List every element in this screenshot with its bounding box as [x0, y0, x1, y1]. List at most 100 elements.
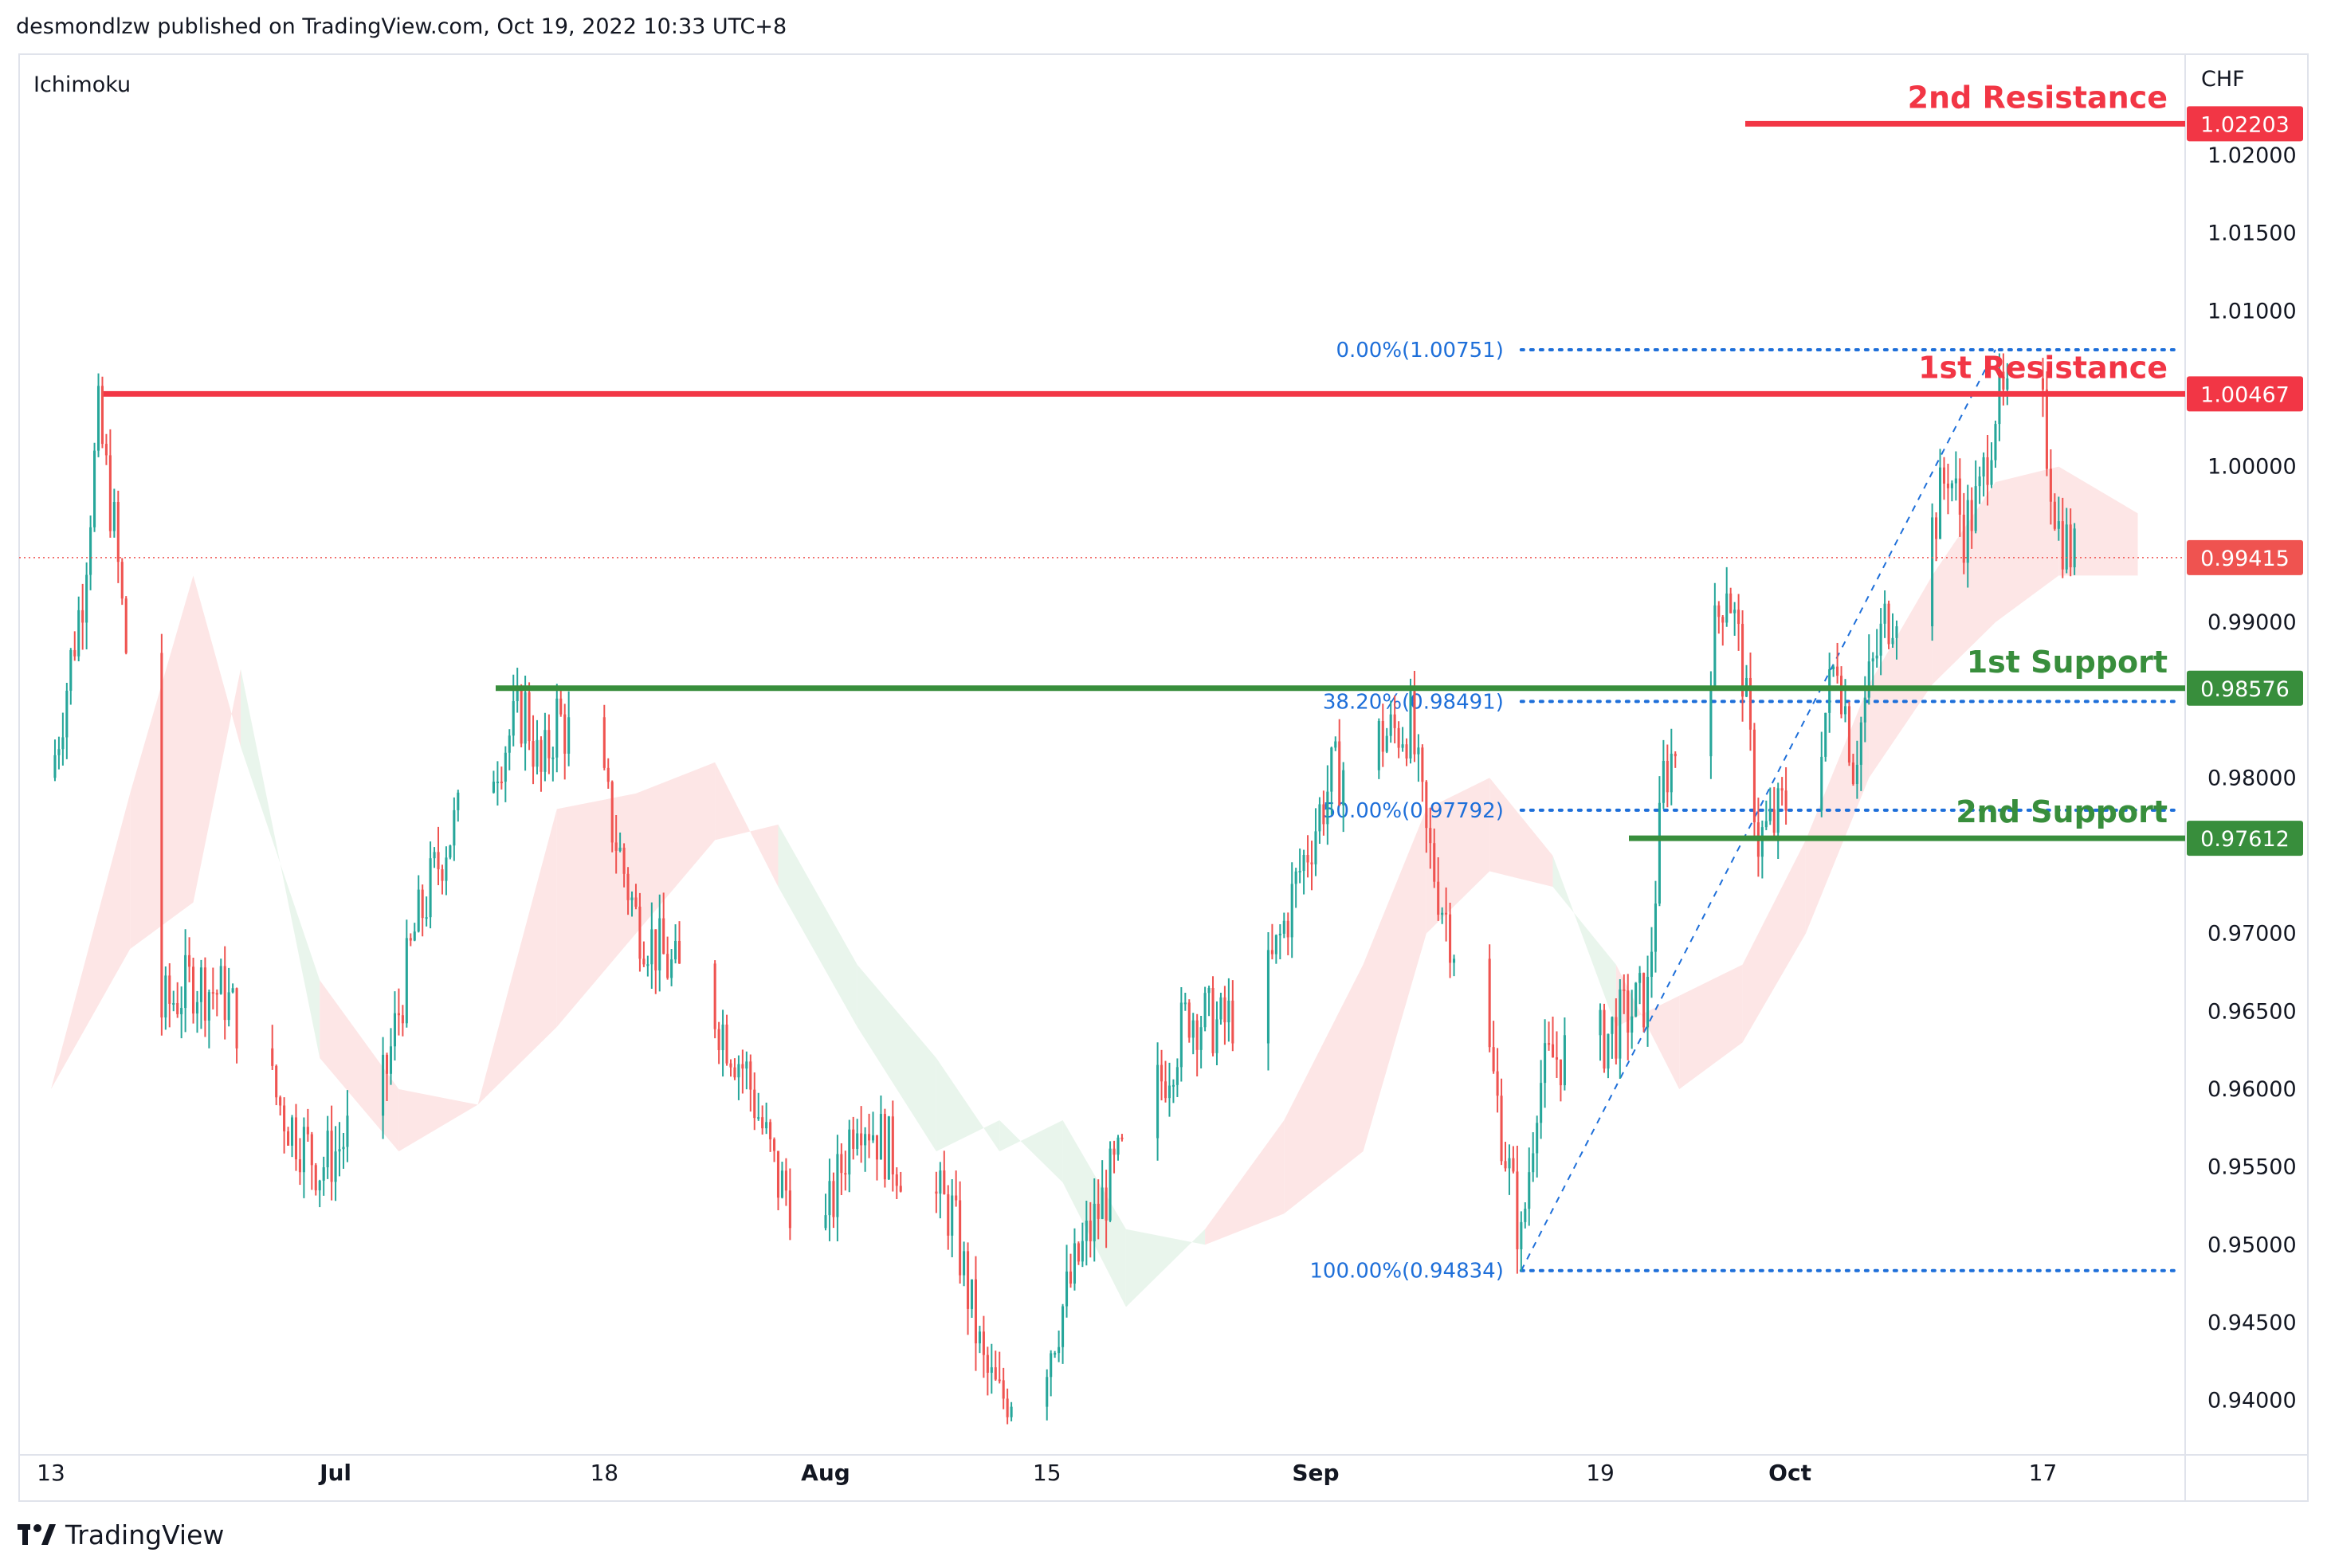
candle-body — [1748, 677, 1752, 730]
candle-body — [100, 386, 104, 445]
indicator-label: Ichimoku — [33, 73, 131, 97]
candle-body — [1658, 802, 1661, 904]
candle-body — [864, 1134, 867, 1146]
candle-body — [1623, 989, 1626, 991]
candle-body — [1950, 483, 1953, 488]
candle-body — [1097, 1203, 1100, 1219]
candle-body — [737, 1064, 740, 1078]
price-tick-label: 0.99000 — [2207, 610, 2297, 635]
candle-body — [310, 1134, 313, 1166]
candle-body — [1109, 1148, 1112, 1221]
candle-body — [1966, 500, 1969, 563]
candle-body — [528, 692, 531, 742]
candle-body — [776, 1151, 780, 1198]
ichimoku-cloud — [51, 466, 2138, 1307]
price-tick-label: 1.00000 — [2207, 455, 2297, 480]
candle-body — [1089, 1221, 1092, 1241]
tradingview-logo-icon — [18, 1524, 56, 1545]
candle-body — [1310, 862, 1313, 864]
candle-body — [879, 1114, 882, 1160]
candle-body — [1381, 720, 1384, 752]
candle-body — [508, 735, 511, 753]
candle-body — [1820, 756, 1823, 811]
candle-body — [219, 966, 222, 994]
candle-body — [322, 1167, 325, 1181]
candle-body — [1322, 804, 1325, 825]
candle-body — [1306, 855, 1309, 863]
candle-body — [1938, 467, 1942, 539]
candle-body — [1050, 1353, 1053, 1378]
candle-body — [1274, 935, 1277, 955]
time-tick-label: Aug — [801, 1460, 850, 1486]
candle-body — [646, 964, 649, 966]
candle-body — [1500, 1096, 1503, 1162]
candle-body — [1752, 729, 1756, 823]
candle-body — [1855, 764, 1858, 785]
candle-body — [1002, 1380, 1005, 1399]
candle-body — [61, 737, 65, 750]
candle-body — [544, 730, 547, 772]
candle-body — [725, 1024, 728, 1064]
candle-body — [757, 1117, 760, 1119]
candle-body — [1199, 1027, 1203, 1050]
candle-body — [1895, 626, 1898, 638]
candle-body — [540, 739, 543, 772]
candle-body — [1294, 871, 1297, 884]
candle-body — [1093, 1203, 1096, 1241]
candle-body — [1607, 1033, 1610, 1069]
publish-attribution: desmondlzw published on TradingView.com,… — [16, 14, 787, 39]
candle-body — [1650, 951, 1654, 978]
candle-body — [1488, 958, 1491, 1048]
candle-body — [393, 1013, 396, 1047]
candle-body — [191, 966, 195, 1014]
candle-body — [1058, 1347, 1061, 1354]
candle-body — [524, 692, 527, 744]
time-tick-label: 13 — [37, 1460, 65, 1486]
candle-body — [1863, 697, 1866, 723]
candle-body — [1377, 720, 1380, 770]
candle-body — [1532, 1153, 1535, 1173]
candle-body — [2053, 501, 2056, 529]
candle-body — [1167, 1085, 1171, 1099]
candle-body — [1081, 1241, 1084, 1262]
candle-body — [848, 1129, 851, 1175]
candle-body — [994, 1367, 997, 1380]
candle-body — [57, 749, 61, 755]
candle-body — [338, 1149, 341, 1152]
candle-body — [1603, 1009, 1606, 1069]
candle-body — [496, 781, 499, 783]
candle-body — [1551, 1044, 1555, 1058]
price-tick-label: 0.95500 — [2207, 1155, 2297, 1180]
candle-body — [199, 967, 202, 1002]
candle-body — [160, 653, 163, 1018]
cloud-segment — [635, 762, 716, 934]
candle-body — [1619, 989, 1622, 1059]
cloud-segment — [1742, 840, 1806, 1043]
candle-body — [567, 717, 571, 754]
candle-body — [967, 1251, 970, 1309]
level-label: 2nd Resistance — [1908, 80, 2168, 115]
candle-body — [326, 1131, 329, 1168]
cloud-segment — [999, 1120, 1063, 1183]
candle-body — [211, 992, 214, 994]
candle-body — [1615, 1017, 1618, 1059]
candle-body — [283, 1105, 286, 1131]
level-label: 2nd Support — [1956, 794, 2168, 829]
candle-body — [89, 527, 92, 575]
candle-body — [1417, 747, 1420, 755]
candle-body — [1642, 973, 1646, 1028]
candle-body — [2041, 378, 2045, 390]
chart-panel-frame — [18, 53, 2309, 1502]
candle-body — [1741, 624, 1744, 697]
candle-body — [662, 918, 665, 955]
candle-body — [318, 1180, 321, 1190]
candle-body — [563, 714, 567, 754]
candle-body — [1231, 1000, 1234, 1044]
candle-body — [547, 730, 551, 759]
candle-body — [401, 1015, 404, 1024]
candle-body — [275, 1065, 278, 1098]
candle-body — [1405, 744, 1408, 759]
candle-body — [1062, 1306, 1065, 1347]
candle-body — [112, 502, 116, 531]
